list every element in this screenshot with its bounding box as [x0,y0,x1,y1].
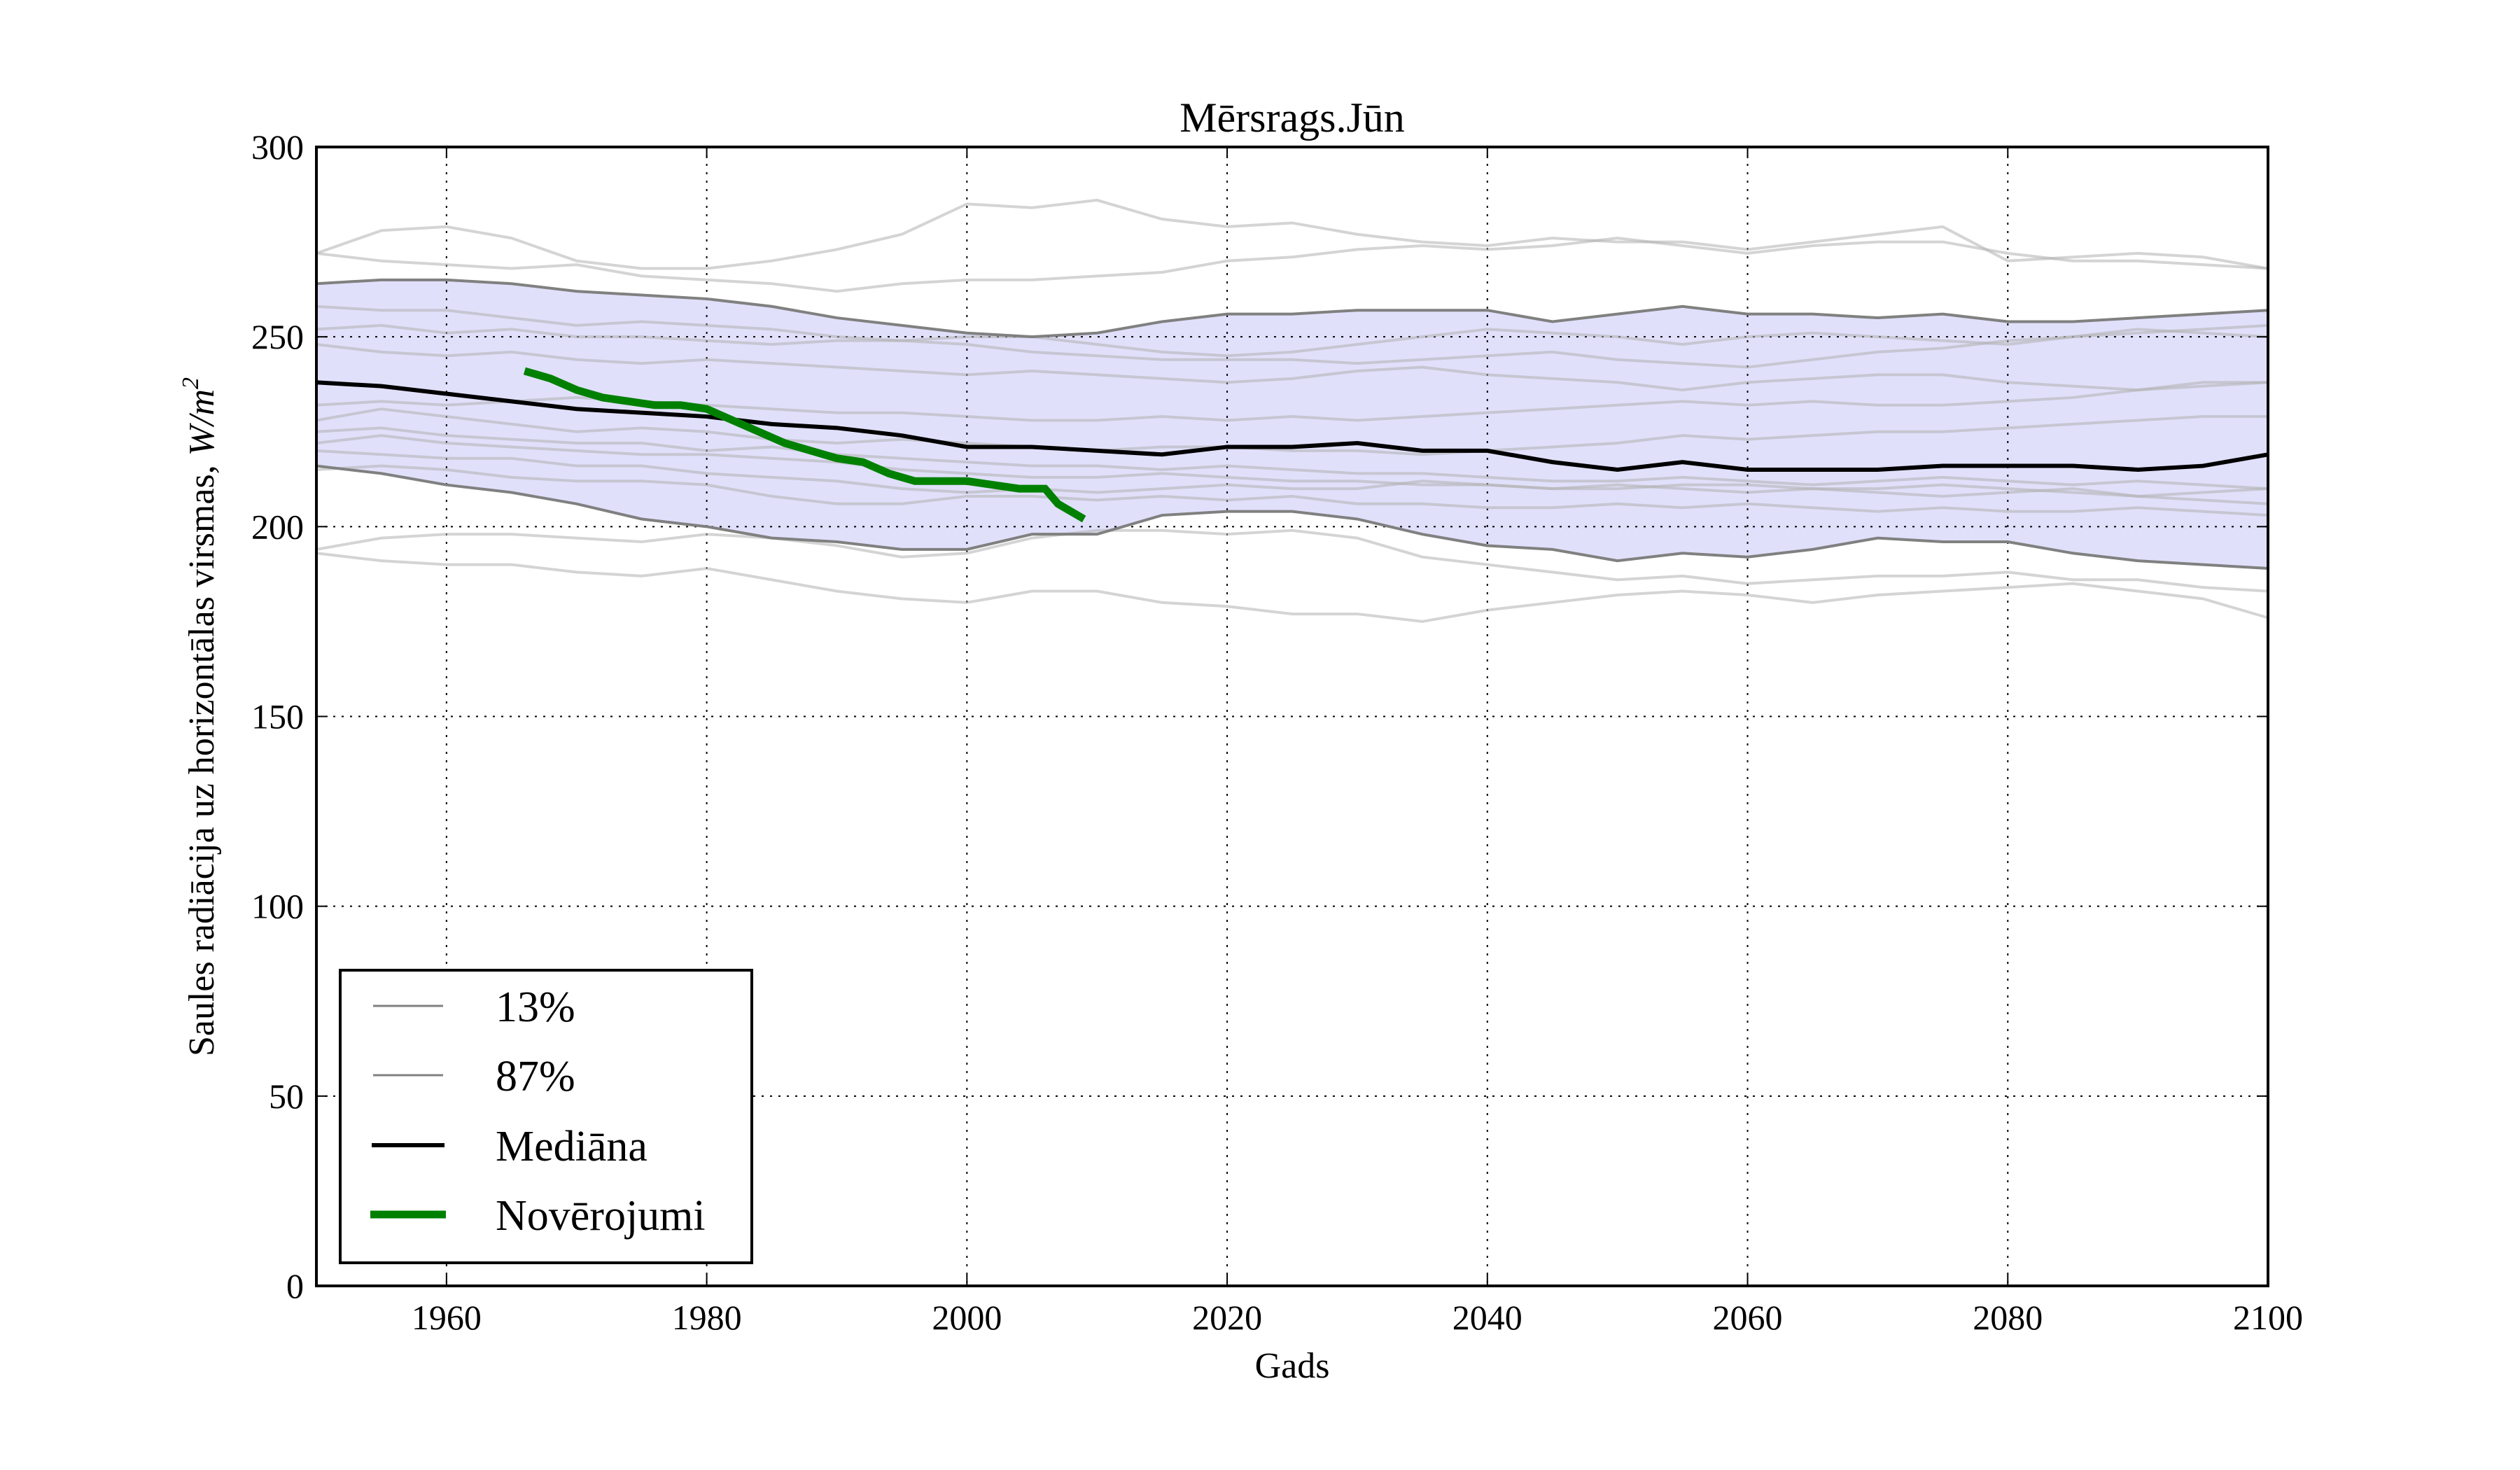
y-tick-label: 100 [251,887,304,926]
ensemble-line [316,426,2269,491]
ensemble-line [316,434,2269,498]
ensemble-line [316,407,2268,456]
y-tick-label: 250 [251,317,304,356]
y-axis-label-unit-exponent: 2 [178,377,204,389]
x-axis-ticks: 1960 1980 2000 2020 2040 2060 2080 2100 [412,147,2303,1337]
ensemble-lines [316,198,2269,623]
plot-area [316,147,2269,1286]
legend-label-87: 87% [496,1053,575,1100]
x-tick-label: 2040 [1452,1298,1522,1337]
ensemble-line [316,464,2269,517]
y-tick-label: 0 [286,1266,304,1306]
x-tick-label: 1980 [672,1298,742,1337]
ensemble-line [316,198,2269,270]
y-axis-label-text: Saules radiācija uz horizontālas virsmas… [182,456,222,1056]
legend-label-median: Mediāna [496,1123,648,1170]
observations-line [523,367,1086,523]
x-tick-label: 2000 [932,1298,1002,1337]
y-tick-label: 300 [251,127,304,167]
legend-label-13: 13% [496,983,575,1031]
y-axis-ticks: 0 50 100 150 200 250 300 [251,127,2268,1306]
y-axis-label: Saules radiācija uz horizontālas virsmas… [178,377,222,1056]
legend-label-observations: Novērojumi [496,1192,706,1240]
x-tick-label: 2060 [1713,1298,1783,1337]
y-tick-label: 50 [269,1077,304,1116]
ensemble-line [316,237,2269,293]
series-line-median [316,380,2269,472]
ensemble-line [316,343,2268,392]
y-tick-label: 200 [251,507,304,546]
x-tick-label: 2100 [2233,1298,2303,1337]
grid-lines [316,147,2268,1286]
ensemble-line [316,552,2269,623]
x-axis-label: Gads [1255,1346,1330,1386]
chart-title: Mērsrags.Jūn [1180,94,1405,141]
y-tick-label: 150 [251,697,304,736]
legend: 13% 87% Mediāna Novērojumi [339,969,753,1264]
series-line-87 [316,278,2269,339]
ensemble-line [316,323,2269,358]
ensemble-line [316,449,2269,505]
series-lines [316,278,2269,570]
ensemble-line [316,528,2269,593]
series-line-13 [316,464,2269,570]
x-tick-label: 1960 [412,1298,482,1337]
y-axis-label-unit: W/m [182,389,222,456]
x-tick-label: 2080 [1973,1298,2043,1337]
ensemble-line [316,304,2269,369]
x-tick-label: 2020 [1192,1298,1262,1337]
percentile-band [316,279,2268,568]
